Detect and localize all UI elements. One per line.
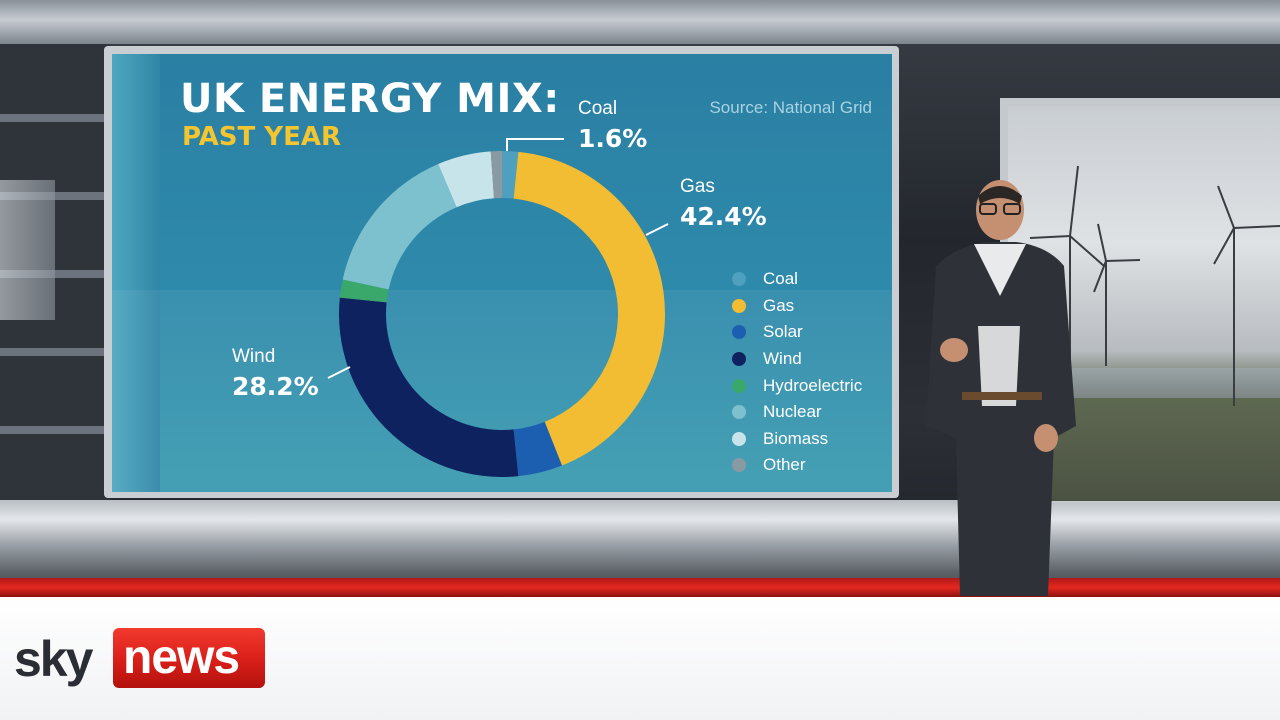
legend-swatch (732, 458, 746, 473)
chart-source: Source: National Grid (709, 98, 872, 117)
donut-slice-nuclear (342, 164, 457, 290)
legend-label: Nuclear (763, 402, 822, 422)
studio-truss (0, 0, 1280, 44)
callout-lines (327, 138, 669, 379)
wind-callout-value: 28.2% (232, 372, 319, 401)
studio-desk-accent (0, 578, 1280, 597)
legend-item-coal: Coal (732, 266, 862, 293)
legend-item-nuclear: Nuclear (732, 399, 862, 426)
legend-swatch (732, 298, 746, 313)
donut-slice-gas (513, 151, 665, 466)
donut-slice-coal (502, 151, 519, 199)
legend-label: Biomass (763, 428, 829, 448)
news-logo-text: news (123, 631, 240, 684)
legend-item-solar: Solar (732, 319, 862, 346)
legend-item-gas: Gas (732, 293, 862, 320)
legend-swatch (732, 272, 746, 287)
gas-callout-label: Gas (680, 176, 715, 197)
legend-item-wind: Wind (732, 346, 862, 373)
legend-label: Wind (763, 349, 802, 369)
legend-item-hydroelectric: Hydroelectric (732, 372, 862, 399)
donut-slice-other (490, 151, 502, 199)
coal-callout-label: Coal (578, 98, 618, 119)
legend-label: Other (763, 455, 806, 475)
donut-slice-solar (513, 421, 563, 477)
energy-mix-graphic: UK ENERGY MIX: PAST YEAR Source: Nationa… (112, 54, 892, 492)
wind-callout-line (327, 366, 351, 379)
legend-item-biomass: Biomass (732, 426, 862, 453)
legend-swatch (732, 352, 746, 367)
legend-label: Gas (763, 295, 795, 315)
donut-slice-wind (339, 297, 519, 477)
presenter (926, 180, 1076, 596)
legend-label: Hydroelectric (763, 375, 863, 395)
studio-light (0, 180, 55, 320)
news-logo-box: news (113, 628, 265, 688)
chart-subtitle: PAST YEAR (182, 122, 342, 152)
legend-swatch (732, 405, 746, 420)
coal-callout-value: 1.6% (578, 124, 648, 153)
sky-logo-text: sky (14, 631, 93, 687)
wind-callout-label: Wind (232, 346, 276, 367)
legend-label: Coal (763, 269, 798, 289)
chart-legend: Coal Gas Solar Wind Hydroelectric Nuclear Biom… (732, 266, 862, 479)
gas-callout-value: 42.4% (680, 202, 767, 231)
donut-slice-biomass (438, 151, 494, 208)
legend-swatch (732, 431, 746, 446)
legend-swatch (732, 378, 746, 393)
screen-edge (112, 54, 160, 492)
legend-swatch (732, 325, 746, 340)
gas-callout-line (645, 223, 669, 236)
legend-item-other: Other (732, 452, 862, 479)
legend-label: Solar (763, 322, 803, 342)
donut-slice-hydroelectric (339, 279, 389, 303)
coal-callout-line (506, 138, 564, 151)
chart-title: UK ENERGY MIX: (180, 76, 560, 122)
donut-chart (327, 138, 669, 477)
